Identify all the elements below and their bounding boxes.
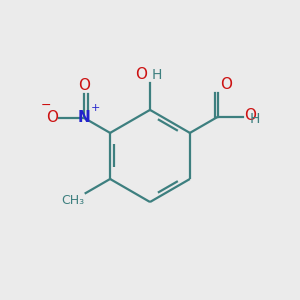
Text: O: O <box>135 67 147 82</box>
Text: CH₃: CH₃ <box>61 194 84 207</box>
Text: N: N <box>78 110 91 125</box>
Text: O: O <box>78 78 90 93</box>
Text: O: O <box>46 110 58 125</box>
Text: +: + <box>90 103 100 113</box>
Text: H: H <box>152 68 162 82</box>
Text: O: O <box>244 109 256 124</box>
Text: −: − <box>41 99 52 112</box>
Text: H: H <box>250 112 260 126</box>
Text: O: O <box>220 77 232 92</box>
